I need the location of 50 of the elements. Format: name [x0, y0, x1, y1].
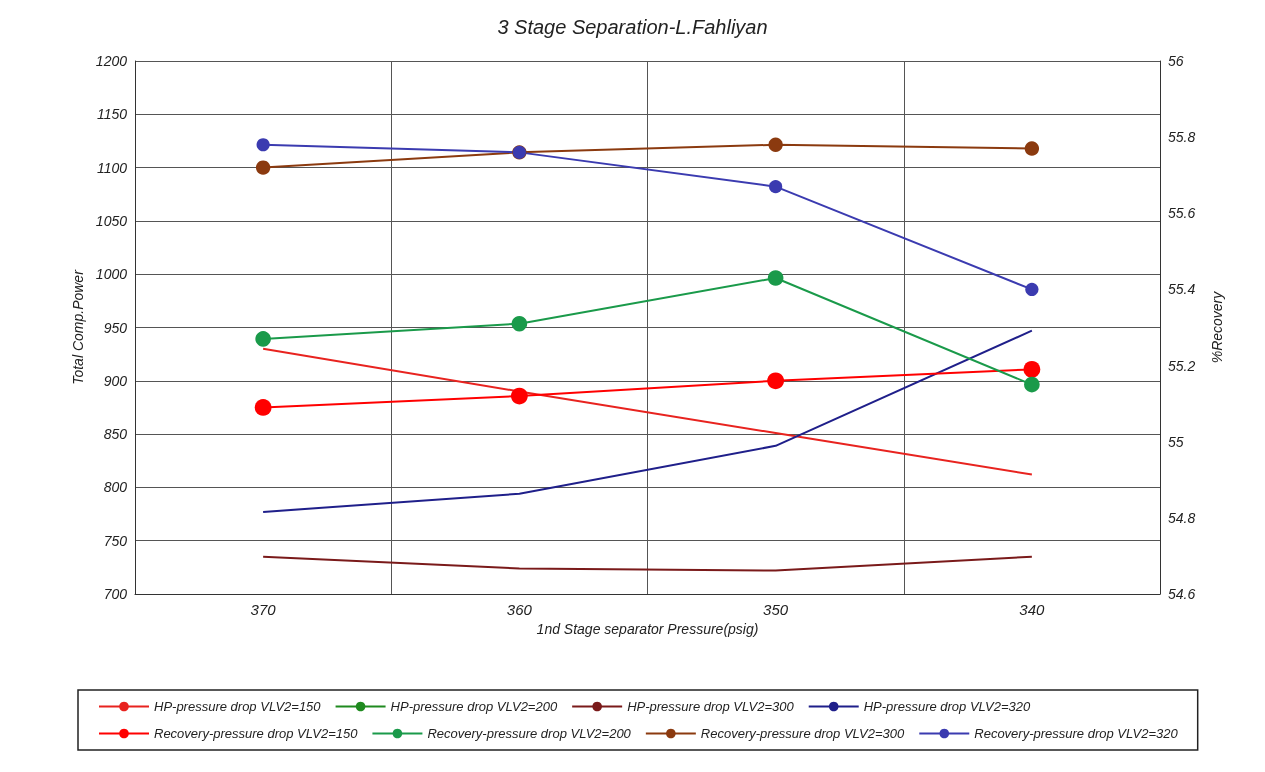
legend-label: Recovery-pressure drop VLV2=320 [974, 726, 1179, 741]
y2-tick-label: 55.2 [1168, 357, 1196, 374]
point [1024, 376, 1040, 393]
point [768, 137, 783, 152]
legend-label: Recovery-pressure drop VLV2=300 [700, 726, 906, 741]
legend-label: Recovery-pressure drop VLV2=150 [154, 726, 359, 741]
legend-label: HP-pressure drop VLV2=150 [154, 699, 322, 714]
x-tick-label: 340 [1019, 601, 1046, 618]
x-tick-label: 350 [763, 601, 789, 618]
y2-axis-title: %Recovery [1209, 290, 1225, 364]
y-tick-label: 950 [103, 319, 128, 336]
point [256, 138, 270, 152]
point [511, 315, 528, 332]
y-tick-label: 900 [103, 372, 128, 389]
point [1023, 360, 1041, 378]
y-tick-label: 1200 [95, 53, 128, 69]
y-tick-label: 750 [103, 532, 128, 549]
y2-tick-label: 55.8 [1168, 129, 1196, 146]
legend-label: HP-pressure drop VLV2=320 [863, 699, 1032, 714]
y2-tick-label: 54.6 [1168, 586, 1196, 602]
y-axis-title: Total Comp.Power [69, 268, 86, 385]
line-series [262, 329, 1033, 513]
y-tick-label: 700 [103, 586, 128, 602]
y2-tick-label: 55.6 [1168, 205, 1196, 222]
x-tick-label: 370 [250, 601, 277, 618]
y-tick-label: 1150 [96, 106, 128, 123]
point [510, 387, 528, 405]
x-tick-label: 360 [506, 601, 533, 618]
legend-label: HP-pressure drop VLV2=300 [627, 699, 795, 714]
y2-tick-label: 54.8 [1168, 509, 1196, 526]
y2-tick-label: 55.4 [1168, 281, 1196, 298]
y-tick-label: 850 [103, 426, 128, 443]
point [254, 399, 272, 416]
point [769, 180, 783, 194]
point [1024, 141, 1040, 156]
point [767, 372, 785, 390]
legend-label: HP-pressure drop VLV2=200 [390, 699, 558, 714]
point [767, 270, 784, 286]
y-tick-label: 800 [103, 479, 128, 496]
legend-label: Recovery-pressure drop VLV2=200 [427, 726, 632, 741]
y2-tick-label: 55 [1168, 433, 1184, 450]
point [255, 331, 271, 347]
y2-tick-label: 56 [1168, 53, 1184, 69]
y-tick-label: 1100 [96, 159, 128, 176]
y-tick-label: 1050 [95, 212, 128, 229]
point [255, 160, 271, 175]
point [1025, 282, 1039, 297]
y-tick-label: 1000 [95, 266, 128, 283]
x-axis-title: 1nd Stage separator Pressure(psig) [536, 620, 759, 637]
chart-title: 3 Stage Separation-L.Fahliyan [497, 16, 768, 38]
